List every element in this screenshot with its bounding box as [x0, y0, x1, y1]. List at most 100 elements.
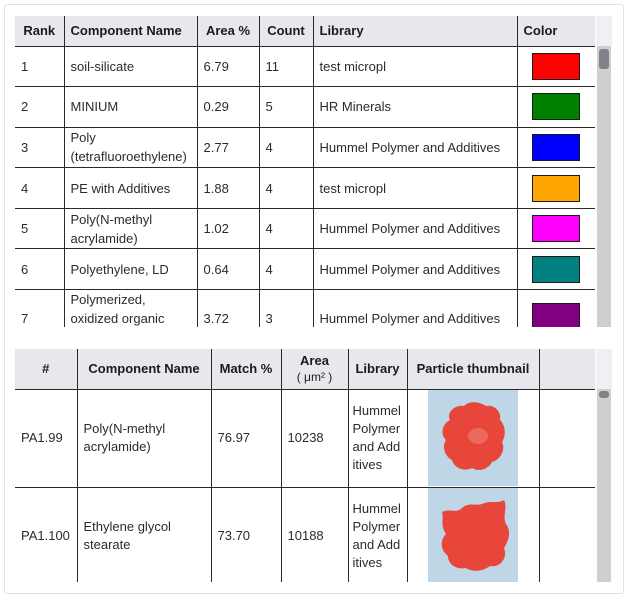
color-swatch	[532, 52, 581, 80]
cell-color	[517, 86, 595, 128]
table-row[interactable]: 6 Polyethylene, LD 0.64 4 Hummel Polymer…	[15, 248, 595, 291]
scrollbar-thumb[interactable]	[599, 391, 609, 398]
cell-thumbnail	[407, 487, 540, 582]
color-swatch	[532, 255, 581, 283]
cell-color	[517, 167, 595, 209]
column-header-spacer	[539, 349, 595, 390]
particle-image	[428, 390, 518, 486]
cell-match-percent: 73.70	[211, 487, 282, 582]
particles-table: # Component Name Match % Area ( μm² ) Li…	[15, 349, 595, 582]
cell-count: 4	[259, 127, 314, 169]
cell-component-name: Poly (tetrafluoroethylene)	[64, 127, 198, 169]
particle-image	[428, 488, 518, 582]
cell-count: 11	[259, 46, 314, 88]
color-swatch	[532, 133, 581, 161]
cell-library: Hummel Polymer and Additives	[313, 208, 518, 250]
column-header-id[interactable]: #	[15, 349, 78, 390]
cell-area-percent: 1.88	[197, 167, 260, 209]
cell-count: 5	[259, 86, 314, 128]
scrollbar-thumb[interactable]	[599, 49, 609, 69]
table-row[interactable]: 7 Polymerized, oxidized organic 3.72 3 H…	[15, 289, 595, 327]
cell-component-name: Ethylene glycol stearate	[77, 487, 212, 582]
area-header-unit: ( μm² )	[296, 369, 333, 384]
table-row[interactable]: PA1.100 Ethylene glycol stearate 73.70 1…	[15, 487, 595, 582]
column-header-match-percent[interactable]: Match %	[211, 349, 282, 390]
cell-component-name: MINIUM	[64, 86, 198, 128]
column-header-component-name[interactable]: Component Name	[77, 349, 212, 390]
cell-library: Hummel Polymer and Additives	[313, 289, 518, 327]
cell-match-percent: 76.97	[211, 389, 282, 488]
cell-library: Hummel Polymer and Additives	[348, 389, 408, 488]
cell-particle-id: PA1.100	[15, 487, 78, 582]
cell-rank: 1	[15, 46, 65, 88]
cell-area-percent: 2.77	[197, 127, 260, 169]
cell-count: 4	[259, 167, 314, 209]
cell-component-name: Poly(N-methyl acrylamide)	[77, 389, 212, 488]
cell-area: 10238	[281, 389, 349, 488]
components-table-body: 1 soil-silicate 6.79 11 test micropl 2 M…	[15, 46, 595, 327]
column-header-thumbnail[interactable]: Particle thumbnail	[407, 349, 540, 390]
column-header-component-name[interactable]: Component Name	[64, 16, 198, 47]
table-row[interactable]: 4 PE with Additives 1.88 4 test micropl	[15, 167, 595, 209]
components-table-header-row: Rank Component Name Area % Count Library…	[15, 16, 595, 47]
scrollbar-corner	[596, 349, 612, 389]
cell-component-name: Poly(N-methyl acrylamide)	[64, 208, 198, 250]
cell-count: 4	[259, 248, 314, 291]
color-swatch	[532, 303, 581, 327]
table-row[interactable]: 5 Poly(N-methyl acrylamide) 1.02 4 Humme…	[15, 208, 595, 250]
cell-rank: 6	[15, 248, 65, 291]
table-row[interactable]: PA1.99 Poly(N-methyl acrylamide) 76.97 1…	[15, 389, 595, 488]
cell-library: HR Minerals	[313, 86, 518, 128]
cell-particle-id: PA1.99	[15, 389, 78, 488]
particle-thumbnail[interactable]	[428, 488, 518, 582]
particles-table-scrollbar[interactable]	[597, 389, 611, 582]
cell-area: 10188	[281, 487, 349, 582]
cell-rank: 2	[15, 86, 65, 128]
cell-area-percent: 3.72	[197, 289, 260, 327]
column-header-rank[interactable]: Rank	[15, 16, 65, 47]
cell-color	[517, 208, 595, 250]
cell-area-percent: 1.02	[197, 208, 260, 250]
cell-area-percent: 0.29	[197, 86, 260, 128]
column-header-library[interactable]: Library	[313, 16, 518, 47]
table-row[interactable]: 3 Poly (tetrafluoroethylene) 2.77 4 Humm…	[15, 127, 595, 169]
particles-table-body: PA1.99 Poly(N-methyl acrylamide) 76.97 1…	[15, 389, 595, 582]
particle-thumbnail[interactable]	[428, 390, 518, 486]
cell-thumbnail	[407, 389, 540, 488]
cell-area-percent: 0.64	[197, 248, 260, 291]
cell-library: Hummel Polymer and Additives	[313, 127, 518, 169]
cell-rank: 4	[15, 167, 65, 209]
cell-color	[517, 289, 595, 327]
particles-table-header-row: # Component Name Match % Area ( μm² ) Li…	[15, 349, 595, 390]
column-header-count[interactable]: Count	[259, 16, 314, 47]
particles-table-container: # Component Name Match % Area ( μm² ) Li…	[15, 349, 612, 582]
cell-rank: 5	[15, 208, 65, 250]
cell-library: test micropl	[313, 46, 518, 88]
cell-color	[517, 248, 595, 291]
cell-component-name: Polyethylene, LD	[64, 248, 198, 291]
color-swatch	[532, 93, 581, 121]
column-header-area[interactable]: Area ( μm² )	[281, 349, 349, 390]
cell-count: 3	[259, 289, 314, 327]
components-table-scrollbar[interactable]	[597, 46, 611, 327]
column-header-area-percent[interactable]: Area %	[197, 16, 260, 47]
cell-library: Hummel Polymer and Additives	[313, 248, 518, 291]
cell-count: 4	[259, 208, 314, 250]
components-table-container: Rank Component Name Area % Count Library…	[15, 16, 612, 327]
components-table: Rank Component Name Area % Count Library…	[15, 16, 595, 327]
cell-color	[517, 46, 595, 88]
column-header-color[interactable]: Color	[517, 16, 595, 47]
cell-area-percent: 6.79	[197, 46, 260, 88]
cell-rank: 3	[15, 127, 65, 169]
cell-rank: 7	[15, 289, 65, 327]
table-row[interactable]: 2 MINIUM 0.29 5 HR Minerals	[15, 86, 595, 128]
column-header-library[interactable]: Library	[348, 349, 408, 390]
cell-component-name: Polymerized, oxidized organic	[64, 289, 198, 327]
cell-color	[517, 127, 595, 169]
table-row[interactable]: 1 soil-silicate 6.79 11 test micropl	[15, 46, 595, 88]
color-swatch	[532, 215, 581, 243]
cell-spacer	[539, 389, 595, 488]
scrollbar-corner	[596, 16, 612, 46]
color-swatch	[532, 174, 581, 202]
cell-library: Hummel Polymer and Additives	[348, 487, 408, 582]
